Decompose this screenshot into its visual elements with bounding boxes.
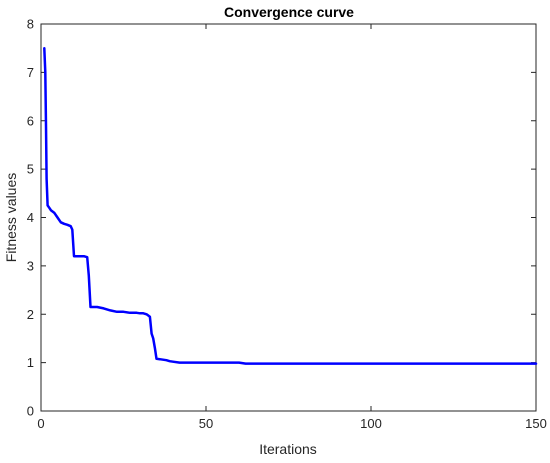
y-tick-label: 3: [27, 258, 34, 273]
y-tick-label: 6: [27, 113, 34, 128]
y-tick-label: 0: [27, 404, 34, 419]
x-tick-label: 100: [360, 416, 382, 431]
y-tick-label: 5: [27, 162, 34, 177]
y-tick-label: 2: [27, 307, 34, 322]
chart-title: Convergence curve: [224, 4, 354, 20]
y-tick-label: 7: [27, 65, 34, 80]
x-tick-label: 150: [525, 416, 547, 431]
x-axis-title: Iterations: [259, 441, 317, 457]
series-line: [43, 46, 538, 365]
series-layer: [43, 46, 538, 365]
y-axis: 0 1 2 3 4 5 6 7 8: [27, 17, 536, 419]
y-tick-label: 4: [27, 210, 34, 225]
y-tick-label: 8: [27, 17, 34, 32]
x-tick-label: 50: [199, 416, 213, 431]
y-tick-label: 1: [27, 355, 34, 370]
x-axis: 0 50 100 150: [37, 24, 547, 431]
y-axis-title: Fitness values: [3, 173, 19, 262]
x-tick-label: 0: [37, 416, 44, 431]
plot-area: [40, 23, 537, 412]
